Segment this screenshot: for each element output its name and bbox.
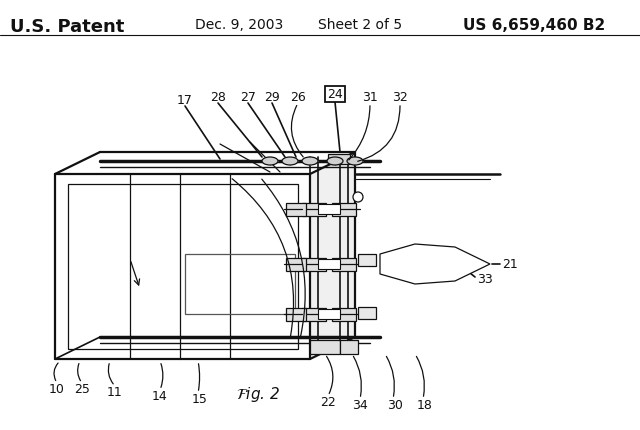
Text: US 6,659,460 B2: US 6,659,460 B2 bbox=[463, 18, 605, 33]
Ellipse shape bbox=[262, 158, 278, 166]
Ellipse shape bbox=[347, 158, 363, 166]
Text: 32: 32 bbox=[392, 91, 408, 104]
Polygon shape bbox=[55, 153, 355, 175]
Text: 11: 11 bbox=[107, 386, 123, 399]
Bar bbox=[286, 258, 306, 271]
Text: 24: 24 bbox=[327, 88, 343, 101]
Text: 15: 15 bbox=[192, 393, 208, 405]
Bar bbox=[328, 155, 350, 165]
Text: U.S. Patent: U.S. Patent bbox=[10, 18, 124, 36]
Bar bbox=[358, 255, 376, 266]
Bar bbox=[310, 340, 340, 354]
Text: 25: 25 bbox=[74, 383, 90, 396]
Circle shape bbox=[353, 193, 363, 203]
Bar bbox=[332, 308, 356, 321]
Polygon shape bbox=[55, 175, 310, 359]
Bar bbox=[286, 203, 306, 216]
Text: Dec. 9, 2003: Dec. 9, 2003 bbox=[195, 18, 284, 32]
Text: 10: 10 bbox=[49, 383, 65, 396]
Bar bbox=[302, 203, 326, 216]
Bar bbox=[302, 308, 326, 321]
Text: 21: 21 bbox=[502, 258, 518, 271]
Text: 14: 14 bbox=[152, 390, 168, 402]
Text: 29: 29 bbox=[264, 91, 280, 104]
Polygon shape bbox=[310, 153, 355, 359]
Text: $\mathcal{F}$ig. 2: $\mathcal{F}$ig. 2 bbox=[236, 384, 280, 404]
Text: 31: 31 bbox=[362, 91, 378, 104]
Text: 34: 34 bbox=[352, 399, 368, 412]
Bar bbox=[302, 258, 326, 271]
Text: 33: 33 bbox=[477, 273, 493, 286]
Polygon shape bbox=[380, 244, 490, 284]
Text: 28: 28 bbox=[210, 91, 226, 104]
Bar bbox=[318, 205, 340, 215]
Bar bbox=[185, 255, 295, 314]
Bar bbox=[332, 203, 356, 216]
Text: 22: 22 bbox=[320, 396, 336, 408]
Bar bbox=[340, 340, 358, 354]
Bar bbox=[68, 184, 298, 349]
Ellipse shape bbox=[282, 158, 298, 166]
Text: 27: 27 bbox=[240, 91, 256, 104]
Bar bbox=[286, 308, 306, 321]
Ellipse shape bbox=[327, 158, 343, 166]
Text: Sheet 2 of 5: Sheet 2 of 5 bbox=[318, 18, 402, 32]
Ellipse shape bbox=[302, 158, 318, 166]
Text: 30: 30 bbox=[387, 399, 403, 412]
Bar bbox=[318, 309, 340, 319]
Text: 26: 26 bbox=[290, 91, 306, 104]
Text: 18: 18 bbox=[417, 399, 433, 412]
Bar bbox=[318, 259, 340, 269]
Bar bbox=[332, 258, 356, 271]
Text: 17: 17 bbox=[177, 94, 193, 107]
Bar bbox=[358, 307, 376, 319]
